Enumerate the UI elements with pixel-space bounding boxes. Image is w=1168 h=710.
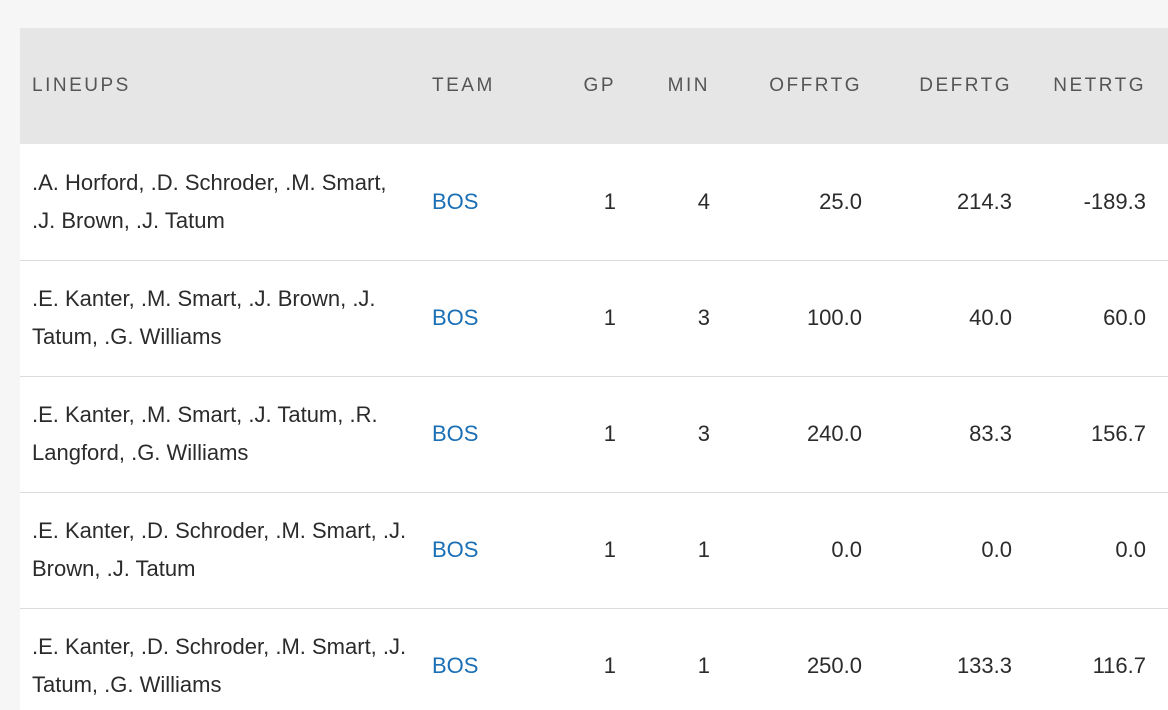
defrtg-cell: 133.3 [956, 653, 1012, 679]
lineup-cell: .E. Kanter, .M. Smart, .J. Tatum, .R. La… [32, 402, 378, 465]
team-cell: BOS [418, 260, 534, 376]
table-body: .A. Horford, .D. Schroder, .M. Smart, .J… [20, 144, 1168, 710]
netrtg-cell: -189.3 [1083, 188, 1146, 214]
header-team[interactable]: TEAM [432, 75, 495, 96]
header-lineups[interactable]: LINEUPS [32, 75, 131, 96]
header-defrtg[interactable]: DEFRTG [919, 75, 1012, 96]
min-cell: 3 [697, 421, 710, 446]
offrtg-cell: 0.0 [831, 537, 862, 562]
lineup-cell: .E. Kanter, .D. Schroder, .M. Smart, .J.… [32, 634, 407, 698]
table-header: LINEUPS TEAM GP MIN OFFRTG DEFRTG NETRTG [20, 28, 1168, 144]
gp-cell: 1 [603, 188, 616, 214]
team-link[interactable]: BOS [432, 537, 479, 562]
defrtg-cell: 40.0 [969, 305, 1012, 330]
netrtg-cell: 60.0 [1103, 305, 1146, 330]
offrtg-cell: 240.0 [806, 421, 862, 446]
netrtg-cell: 0.0 [1115, 537, 1146, 562]
lineups-table-container: LINEUPS TEAM GP MIN OFFRTG DEFRTG NETRTG… [20, 28, 1168, 710]
table-row: .E. Kanter, .D. Schroder, .M. Smart, .J.… [20, 492, 1168, 608]
team-link[interactable]: BOS [432, 305, 479, 330]
header-row: LINEUPS TEAM GP MIN OFFRTG DEFRTG NETRTG [20, 28, 1168, 144]
table-row: .E. Kanter, .M. Smart, .J. Brown, .J. Ta… [20, 260, 1168, 376]
header-offrtg[interactable]: OFFRTG [769, 75, 862, 96]
team-link[interactable]: BOS [432, 653, 479, 679]
header-gp[interactable]: GP [583, 75, 616, 96]
offrtg-cell: 25.0 [819, 188, 862, 214]
defrtg-cell: 83.3 [969, 421, 1012, 446]
lineups-table: LINEUPS TEAM GP MIN OFFRTG DEFRTG NETRTG… [20, 28, 1168, 710]
header-min[interactable]: MIN [667, 75, 710, 96]
defrtg-cell: 0.0 [981, 537, 1012, 562]
netrtg-cell: 156.7 [1090, 421, 1146, 446]
gp-cell: 1 [603, 537, 616, 562]
team-cell: BOS [418, 608, 534, 710]
gp-cell: 1 [603, 653, 616, 679]
team-cell: BOS [418, 376, 534, 492]
header-netrtg[interactable]: NETRTG [1053, 75, 1146, 96]
lineup-cell: .E. Kanter, .M. Smart, .J. Brown, .J. Ta… [32, 286, 376, 349]
team-cell: BOS [418, 144, 534, 260]
min-cell: 4 [697, 188, 710, 214]
lineup-cell: .E. Kanter, .D. Schroder, .M. Smart, .J.… [32, 518, 407, 581]
lineup-cell: .A. Horford, .D. Schroder, .M. Smart, .J… [32, 169, 387, 233]
min-cell: 3 [697, 305, 710, 330]
table-row: .E. Kanter, .D. Schroder, .M. Smart, .J.… [20, 608, 1168, 710]
defrtg-cell: 214.3 [956, 188, 1012, 214]
table-row: .A. Horford, .D. Schroder, .M. Smart, .J… [20, 144, 1168, 260]
offrtg-cell: 250.0 [806, 653, 862, 679]
netrtg-cell: 116.7 [1092, 653, 1146, 679]
offrtg-cell: 100.0 [806, 305, 862, 330]
min-cell: 1 [697, 653, 710, 679]
team-link[interactable]: BOS [432, 421, 479, 446]
table-row: .E. Kanter, .M. Smart, .J. Tatum, .R. La… [20, 376, 1168, 492]
gp-cell: 1 [603, 305, 616, 330]
team-cell: BOS [418, 492, 534, 608]
min-cell: 1 [697, 537, 710, 562]
team-link[interactable]: BOS [432, 188, 479, 214]
gp-cell: 1 [603, 421, 616, 446]
